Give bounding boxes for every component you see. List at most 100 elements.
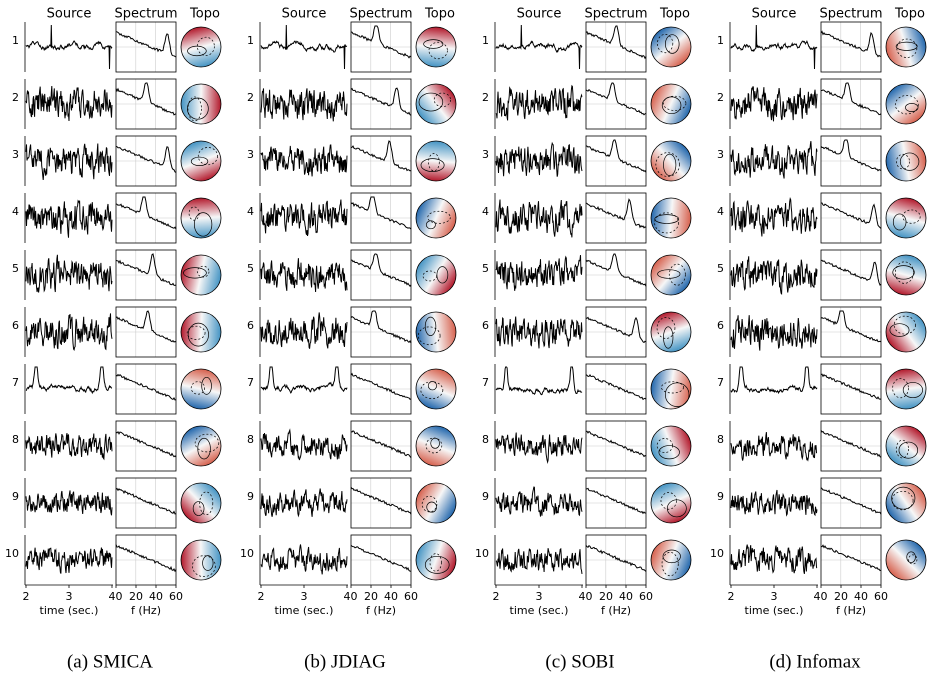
panel-caption: (b) JDIAG	[304, 651, 386, 672]
x-tick-label: 2	[258, 590, 265, 603]
row-number: 8	[247, 433, 254, 446]
x-tick-label: 2	[728, 590, 735, 603]
spectrum-curve	[115, 373, 177, 401]
spectrum-frame	[820, 192, 882, 244]
row-number: 1	[247, 34, 254, 47]
topo-contour	[190, 156, 209, 167]
source-trace	[495, 141, 583, 177]
topo-contour	[426, 501, 437, 513]
spectrum-frame	[350, 534, 412, 586]
spectrum-curve	[585, 82, 647, 116]
topo-contour	[666, 499, 687, 518]
panel-caption: (d) Infomax	[769, 651, 861, 672]
spectrum-curve	[820, 373, 882, 400]
topo-contour	[425, 437, 443, 454]
topo-contour	[894, 95, 919, 115]
topo-contour	[186, 325, 206, 340]
topo-contour	[661, 96, 682, 115]
spectrum-frame	[585, 534, 647, 586]
row-number: 1	[12, 34, 19, 47]
panel-caption: (c) SOBI	[545, 651, 614, 672]
topo-contour	[199, 491, 214, 516]
source-trace	[25, 433, 113, 461]
source-trace	[260, 544, 348, 575]
topomap	[180, 368, 222, 410]
x-axis-label: f (Hz)	[601, 604, 631, 617]
spectrum-curve	[585, 25, 647, 60]
column-header: Spectrum	[585, 7, 648, 22]
source-trace	[730, 544, 818, 575]
x-tick-label: 60	[639, 590, 653, 603]
topo-contour	[655, 152, 680, 177]
topo-contour	[894, 261, 914, 284]
source-trace	[495, 486, 583, 517]
spectrum-frame	[115, 534, 177, 586]
spectrum-curve	[820, 487, 882, 515]
topo-contour	[420, 158, 445, 172]
source-trace	[495, 199, 583, 238]
row-number: 7	[482, 376, 489, 389]
source-trace	[260, 88, 348, 122]
source-trace	[730, 256, 818, 295]
spectrum-curve	[585, 316, 647, 344]
x-tick-label: 3	[771, 590, 778, 603]
spectrum-curve	[115, 31, 177, 58]
source-trace	[260, 258, 348, 293]
row-number: 5	[482, 262, 489, 275]
x-axis-label: time (sec.)	[40, 604, 99, 617]
topomap	[650, 254, 692, 296]
row-number: 6	[717, 319, 724, 332]
x-axis-label: f (Hz)	[366, 604, 396, 617]
topo-contour	[187, 322, 209, 347]
spectrum-curve	[820, 139, 882, 172]
row-number: 4	[717, 205, 724, 218]
topo-contour	[194, 433, 220, 453]
spectrum-curve	[350, 140, 412, 172]
x-tick-label: 3	[301, 590, 308, 603]
source-trace	[25, 85, 113, 122]
x-axis-label: time (sec.)	[510, 604, 569, 617]
row-number: 3	[482, 148, 489, 161]
x-tick-label: 0	[821, 590, 828, 603]
topomap	[180, 26, 222, 68]
spectrum-curve	[115, 196, 177, 230]
x-tick-label: 20	[834, 590, 848, 603]
row-number: 9	[12, 490, 19, 503]
source-trace	[730, 141, 818, 179]
topo-contour	[654, 214, 680, 224]
x-axis-label: f (Hz)	[131, 604, 161, 617]
topo-contour	[908, 554, 918, 565]
x-tick-label: 0	[351, 590, 358, 603]
row-number: 7	[717, 376, 724, 389]
topomap	[885, 539, 927, 581]
topo-contour	[902, 382, 923, 399]
topo-contour	[196, 265, 210, 278]
spectrum-curve	[585, 253, 647, 287]
topo-contour	[197, 437, 211, 460]
spectrum-frame	[350, 306, 412, 358]
topo-contour	[891, 486, 916, 510]
row-number: 7	[247, 376, 254, 389]
spectrum-frame	[350, 78, 412, 130]
topo-contour	[658, 445, 680, 460]
column-header: Topo	[659, 7, 690, 22]
topo-contour	[661, 381, 684, 394]
topo-contour	[187, 45, 207, 57]
row-number: 9	[482, 490, 489, 503]
topo-contour	[663, 153, 677, 177]
x-tick-label: 3	[536, 590, 543, 603]
spectrum-frame	[585, 363, 647, 415]
topo-contour	[657, 34, 674, 54]
topomap	[415, 311, 457, 353]
spectrum-curve	[350, 87, 412, 116]
topomap	[885, 197, 927, 239]
row-number: 2	[482, 91, 489, 104]
spectrum-frame	[585, 135, 647, 187]
source-trace	[25, 143, 113, 180]
source-trace	[495, 24, 583, 70]
topomap	[650, 482, 692, 524]
topo-contour	[421, 495, 438, 513]
topo-contour	[654, 212, 679, 234]
column-header: Topo	[894, 7, 925, 22]
spectrum-frame	[820, 21, 882, 73]
